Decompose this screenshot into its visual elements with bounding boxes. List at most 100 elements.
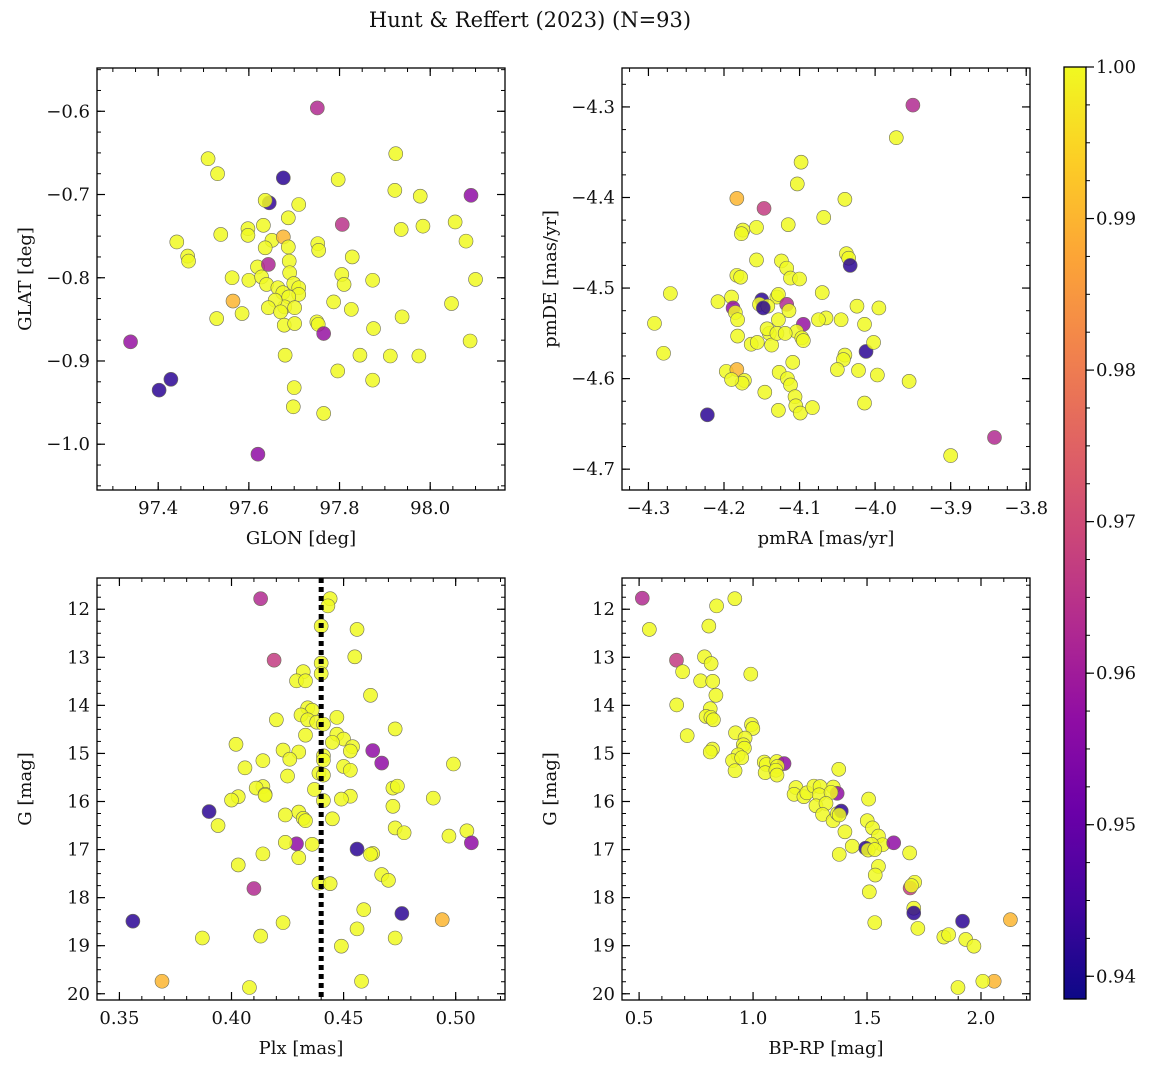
data-point xyxy=(213,227,229,242)
data-point xyxy=(201,804,217,819)
x-axis-label: GLON [deg] xyxy=(246,528,356,549)
data-point xyxy=(906,905,922,921)
colorbar: 0.94 0.95 0.96 0.97 0.98 0.99 1.00 xyxy=(1063,57,1136,1000)
panel-plx-g: 0.35 0.40 0.45 0.50 12 13 14 15 16 17 18 19 20 Plx [m… xyxy=(15,577,506,1059)
data-point xyxy=(393,222,409,237)
data-point xyxy=(374,755,390,771)
data-point xyxy=(769,767,785,783)
data-point xyxy=(862,884,877,900)
data-point xyxy=(387,183,403,198)
data-point xyxy=(749,220,764,235)
data-point xyxy=(941,927,956,942)
data-point xyxy=(230,857,246,873)
x-tick-label: 97.6 xyxy=(229,498,269,519)
y-tick-label: −1.0 xyxy=(46,434,90,455)
data-point xyxy=(330,363,346,379)
data-point xyxy=(745,721,761,736)
data-point xyxy=(224,270,240,286)
x-tick-label: −3.9 xyxy=(929,498,973,519)
y-tick-label: −4.6 xyxy=(571,369,615,390)
data-point xyxy=(349,622,365,637)
data-point xyxy=(950,980,966,995)
data-point xyxy=(425,790,441,806)
data-point xyxy=(703,656,719,671)
y-axis-label: pmDE [mas/yr] xyxy=(540,210,561,348)
data-point xyxy=(228,737,244,752)
data-point xyxy=(867,915,883,930)
colorbar-tick-label: 0.98 xyxy=(1096,360,1136,381)
y-tick-label: 12 xyxy=(67,599,90,620)
data-point xyxy=(706,712,721,728)
data-point xyxy=(181,253,196,269)
y-tick-label: 20 xyxy=(67,984,90,1005)
data-point xyxy=(871,300,887,316)
data-point xyxy=(326,294,341,310)
x-axis-label: pmRA [mas/yr] xyxy=(758,528,895,549)
data-point xyxy=(642,622,657,637)
x-tick-label: 1.5 xyxy=(853,1008,882,1029)
data-point xyxy=(261,257,276,272)
x-tick-label: 0.40 xyxy=(211,1008,251,1029)
data-point xyxy=(755,300,771,316)
data-point xyxy=(257,240,273,256)
data-point xyxy=(780,217,796,232)
data-point xyxy=(344,249,360,265)
y-axis-label: G [mag] xyxy=(15,752,36,825)
data-point xyxy=(344,302,359,317)
panel-glon-glat: 97.4 97.6 97.8 98.0 −0.6 −0.7 −0.8 −0.9 −1.0 GLON… xyxy=(15,67,506,549)
data-point xyxy=(412,188,428,204)
panel-pmra-pmde: −4.3 −4.2 −4.1 −4.0 −3.9 −3.8 −4.3 −4.4 −4.5 −4.6… xyxy=(540,67,1048,549)
data-point xyxy=(663,286,678,301)
data-point xyxy=(441,828,457,844)
data-point xyxy=(200,151,216,167)
data-point xyxy=(647,316,662,331)
data-point xyxy=(730,328,745,344)
colorbar-tick-label: 0.97 xyxy=(1096,512,1136,533)
colorbar-tick-label: 0.96 xyxy=(1096,663,1136,684)
data-point xyxy=(867,867,883,883)
data-point xyxy=(888,130,904,146)
y-tick-label: 17 xyxy=(592,840,615,861)
data-point xyxy=(330,172,346,187)
x-tick-label: 97.8 xyxy=(319,498,359,519)
x-tick-label: 1.0 xyxy=(739,1008,768,1029)
data-point xyxy=(334,938,349,954)
data-point xyxy=(675,664,690,680)
points-glon-glat xyxy=(123,100,483,462)
y-tick-label: 17 xyxy=(67,840,90,861)
data-point xyxy=(266,652,282,668)
data-point xyxy=(287,300,302,316)
data-point xyxy=(727,763,743,779)
data-point xyxy=(325,735,340,750)
data-point xyxy=(390,778,405,794)
y-tick-label: −0.8 xyxy=(46,268,90,289)
data-point xyxy=(837,824,853,840)
data-point xyxy=(281,210,296,226)
data-point xyxy=(363,687,378,703)
data-point xyxy=(396,825,412,841)
data-point xyxy=(464,835,479,851)
data-point xyxy=(298,813,313,829)
points-plx-g xyxy=(125,591,479,995)
data-point xyxy=(154,973,170,989)
y-tick-label: 15 xyxy=(67,743,90,764)
data-point xyxy=(849,298,865,314)
data-point xyxy=(857,316,872,332)
x-axis-label: Plx [mas] xyxy=(259,1038,344,1059)
data-point xyxy=(634,590,650,606)
data-point xyxy=(434,912,450,928)
data-point xyxy=(811,312,826,328)
data-point xyxy=(242,980,257,995)
data-point xyxy=(700,407,715,423)
x-tick-label: 0.35 xyxy=(99,1008,139,1029)
data-point xyxy=(261,300,276,316)
y-tick-label: 14 xyxy=(592,695,615,716)
points-bprp-g xyxy=(634,590,1018,995)
data-point xyxy=(679,728,695,743)
data-point xyxy=(446,756,461,772)
data-point xyxy=(336,277,352,292)
data-point xyxy=(468,272,483,287)
data-point xyxy=(857,395,872,411)
data-point xyxy=(282,751,298,767)
data-point xyxy=(257,193,273,208)
